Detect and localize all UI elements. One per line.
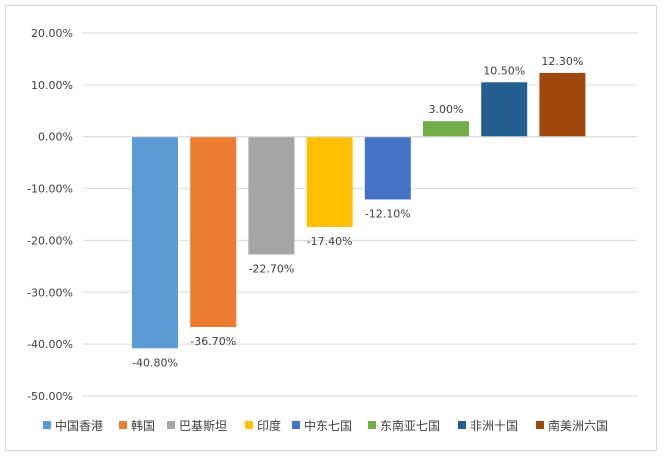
- data-label: -40.80%: [132, 356, 178, 369]
- legend-label: 中东七国: [304, 418, 352, 433]
- y-tick-label: 0.00%: [38, 131, 73, 144]
- legend-swatch: [119, 421, 127, 429]
- data-label: -36.70%: [190, 335, 236, 348]
- legend-swatch: [368, 421, 376, 429]
- bar: [306, 136, 353, 227]
- legend-swatch: [536, 421, 544, 429]
- y-tick-label: -20.00%: [27, 234, 73, 247]
- data-label: -12.10%: [365, 207, 411, 220]
- data-label: 12.30%: [541, 55, 583, 68]
- legend-label: 巴基斯坦: [179, 419, 227, 433]
- legend-swatch: [458, 421, 466, 429]
- bar: [539, 72, 586, 137]
- y-tick-label: 10.00%: [31, 79, 73, 92]
- bar: [481, 82, 528, 137]
- y-tick-label: 20.00%: [31, 27, 73, 40]
- y-tick-label: -10.00%: [27, 183, 73, 196]
- legend-label: 南美洲六国: [548, 418, 608, 433]
- legend-label: 东南亚七国: [380, 418, 440, 433]
- bar: [132, 136, 178, 349]
- data-label: -17.40%: [307, 235, 353, 248]
- legend-label: 非洲十国: [470, 419, 518, 433]
- legend-swatch: [292, 421, 300, 429]
- y-tick-label: -50.00%: [27, 390, 73, 403]
- bar: [423, 121, 469, 137]
- legend-swatch: [43, 421, 51, 429]
- legend-swatch: [245, 421, 253, 429]
- bar: [364, 136, 411, 200]
- legend-swatch: [167, 421, 175, 429]
- y-tick-label: -30.00%: [27, 286, 73, 299]
- data-label: -22.70%: [248, 262, 294, 275]
- bar: [190, 136, 237, 328]
- data-label: 10.50%: [483, 64, 525, 77]
- bar: [248, 136, 295, 255]
- y-tick-label: -40.00%: [27, 338, 73, 351]
- legend-label: 韩国: [131, 418, 155, 433]
- legend-label: 中国香港: [55, 418, 103, 433]
- legend-label: 印度: [257, 418, 281, 433]
- data-label: 3.00%: [429, 103, 464, 116]
